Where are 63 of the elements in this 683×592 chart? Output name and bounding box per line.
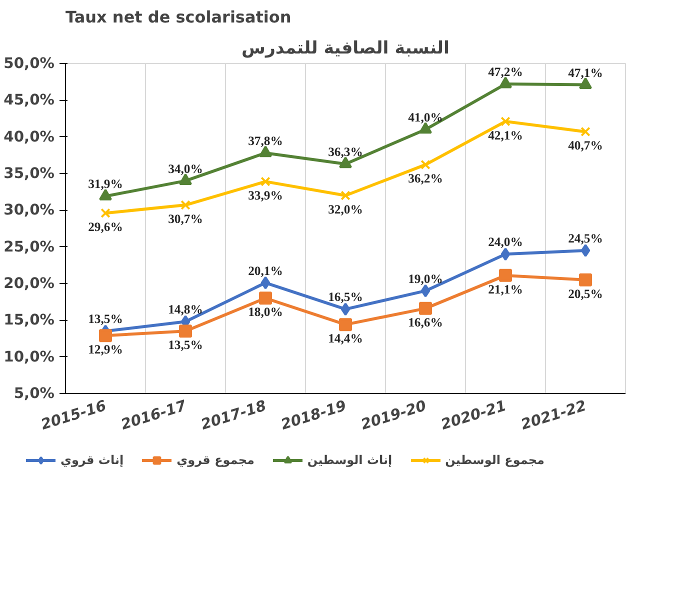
y-tick-label: 25,0%	[4, 238, 55, 256]
legend-label: إناث قروي	[60, 452, 124, 468]
data-label: 24,0%	[488, 235, 523, 250]
point	[500, 116, 510, 126]
data-label: 33,9%	[248, 188, 283, 203]
data-label: 20,5%	[568, 286, 603, 301]
point	[340, 302, 350, 316]
legend-label: مجموع قروي	[176, 452, 254, 468]
data-label: 32,0%	[328, 202, 363, 216]
point	[580, 244, 590, 257]
data-label: 29,6%	[88, 220, 123, 234]
point	[580, 126, 590, 137]
data-label: 12,9%	[88, 342, 123, 357]
y-tick-label: 35,0%	[4, 165, 55, 182]
point	[260, 176, 270, 186]
point	[499, 268, 512, 282]
data-label: 42,1%	[488, 128, 523, 142]
point	[100, 208, 110, 218]
point	[260, 276, 270, 290]
data-label: 24,5%	[568, 232, 603, 246]
point	[339, 318, 352, 332]
data-label: 30,7%	[168, 212, 203, 226]
y-tick-label: 30,0%	[4, 202, 55, 219]
data-label: 36,3%	[328, 144, 363, 159]
point	[500, 248, 510, 261]
y-tick-label: 5,0%	[14, 385, 55, 402]
y-tick-label: 50,0%	[4, 55, 55, 72]
data-label: 20,1%	[248, 264, 283, 278]
data-label: 31,9%	[88, 177, 123, 192]
data-label: 14,8%	[168, 302, 203, 317]
data-label: 37,8%	[248, 134, 283, 148]
point	[419, 302, 432, 315]
y-tick-label: 45,0%	[4, 92, 55, 109]
y-tick-label: 40,0%	[4, 128, 55, 146]
data-label: 14,4%	[328, 332, 363, 346]
legend-label: إناث الوسطين	[307, 452, 392, 468]
chart-subtitle: النسبة الصافية للتمدرس	[242, 38, 450, 58]
point	[259, 292, 272, 305]
chart-title: Taux net de scolarisation	[66, 8, 292, 26]
data-label: 34,0%	[168, 162, 203, 176]
point	[420, 284, 430, 298]
data-label: 47,2%	[488, 65, 523, 80]
point	[180, 200, 190, 210]
data-label: 41,0%	[408, 110, 443, 124]
point	[179, 324, 192, 338]
point	[420, 160, 430, 170]
data-label: 21,1%	[488, 282, 523, 296]
point	[99, 329, 112, 342]
data-label: 19,0%	[408, 272, 443, 286]
data-label: 40,7%	[568, 138, 603, 153]
point	[579, 273, 592, 286]
data-label: 13,5%	[168, 338, 203, 352]
legend-label: مجموع الوسطين	[445, 452, 544, 468]
y-tick-label: 15,0%	[4, 312, 55, 329]
data-label: 18,0%	[248, 305, 283, 320]
y-tick-label: 20,0%	[4, 275, 55, 292]
data-label: 13,5%	[88, 312, 123, 326]
data-label: 16,6%	[408, 315, 443, 330]
point	[340, 190, 350, 200]
y-tick-label: 10,0%	[4, 348, 55, 366]
data-label: 47,1%	[568, 66, 603, 80]
data-label: 16,5%	[328, 290, 363, 304]
data-label: 36,2%	[408, 172, 443, 186]
